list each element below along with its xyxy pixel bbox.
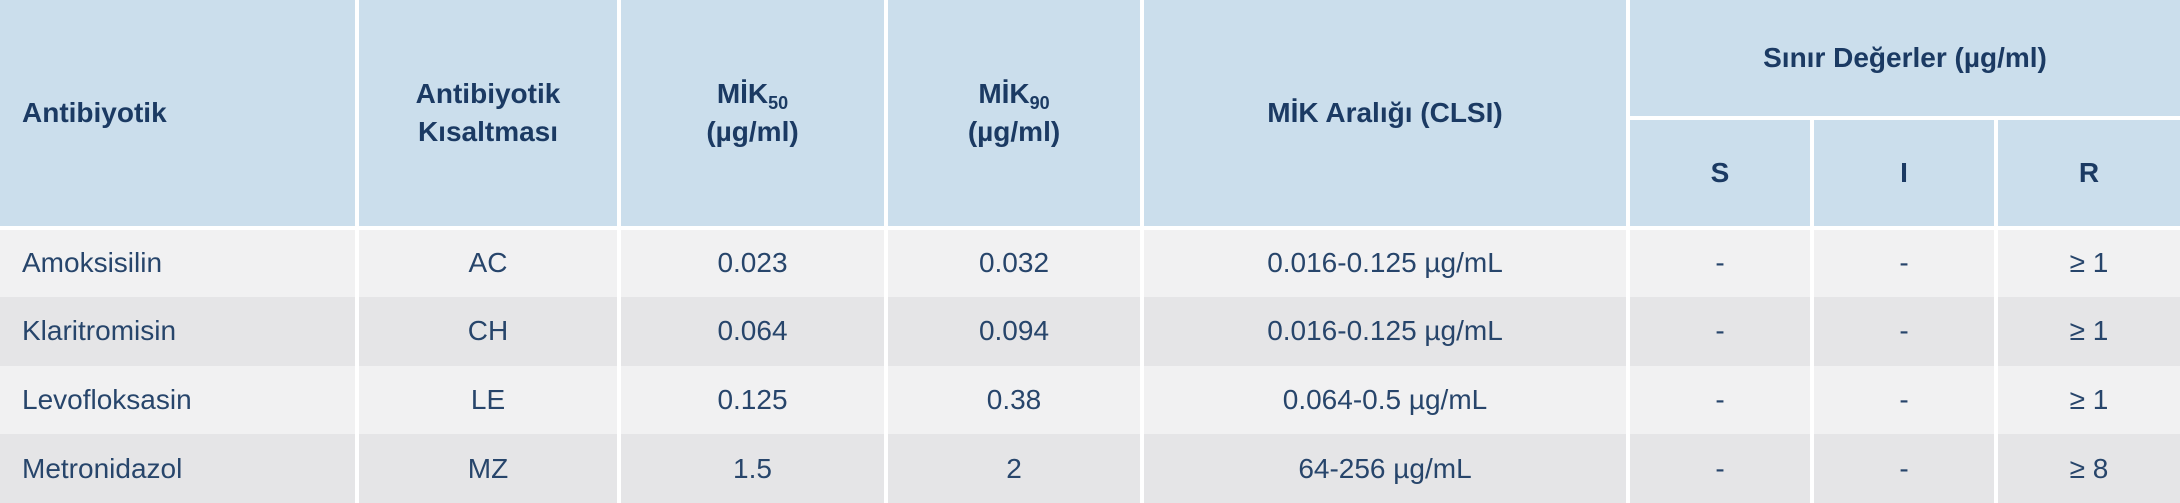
col-header-kisaltma: Antibiyotik Kısaltması — [357, 0, 621, 230]
cell-mik90: 0.38 — [886, 365, 1144, 435]
col-header-sinir-degerler: Sınır Değerler (µg/ml) — [1628, 0, 2180, 120]
col-header-s: S — [1628, 118, 1814, 230]
cell-antibiyotik: Klaritromisin — [0, 296, 359, 366]
cell-i: - — [1812, 434, 1998, 503]
cell-kisaltma: LE — [357, 365, 621, 435]
cell-mik-aralik: 64-256 µg/mL — [1142, 434, 1630, 503]
col-header-i: I — [1812, 118, 1998, 230]
mik50-base: MİK — [716, 78, 769, 110]
cell-r: ≥ 1 — [1996, 228, 2180, 297]
cell-mik-aralik: 0.016-0.125 µg/mL — [1142, 228, 1630, 297]
cell-s: - — [1628, 228, 1814, 297]
cell-mik50: 0.023 — [619, 228, 888, 297]
cell-s: - — [1628, 434, 1814, 503]
cell-mik-aralik: 0.064-0.5 µg/mL — [1142, 365, 1630, 435]
cell-mik90: 0.094 — [886, 296, 1144, 366]
mik50-subscript: 50 — [768, 93, 789, 114]
cell-mik50: 0.125 — [619, 365, 888, 435]
cell-r: ≥ 1 — [1996, 365, 2180, 435]
mik90-base: MİK — [978, 78, 1030, 110]
mik50-unit: (µg/ml) — [706, 116, 799, 147]
cell-antibiyotik: Metronidazol — [0, 434, 359, 503]
col-header-mik50: MİK50 (µg/ml) — [619, 0, 888, 230]
header-row-main: Antibiyotik Antibiyotik Kısaltması MİK50… — [0, 0, 2180, 230]
cell-i: - — [1812, 228, 1998, 297]
col-header-mik90: MİK90 (µg/ml) — [886, 0, 1144, 230]
cell-r: ≥ 1 — [1996, 296, 2180, 366]
cell-mik90: 0.032 — [886, 228, 1144, 297]
cell-s: - — [1628, 296, 1814, 366]
cell-mik90: 2 — [886, 434, 1144, 503]
cell-i: - — [1812, 296, 1998, 366]
cell-antibiyotik: Levofloksasin — [0, 365, 359, 435]
mik90-subscript: 90 — [1029, 93, 1050, 114]
cell-kisaltma: AC — [357, 228, 621, 297]
header-row-sir: S I R — [0, 118, 2180, 230]
mik90-unit: (µg/ml) — [967, 116, 1061, 147]
cell-mik50: 1.5 — [619, 434, 888, 503]
col-header-mik-araligi: MİK Aralığı (CLSI) — [1142, 0, 1630, 230]
table-row-amoksisilin: Amoksisilin AC 0.023 0.032 0.016-0.125 µ… — [0, 228, 2180, 297]
cell-mik-aralik: 0.016-0.125 µg/mL — [1142, 296, 1630, 366]
cell-antibiyotik: Amoksisilin — [0, 228, 359, 297]
cell-i: - — [1812, 365, 1998, 435]
cell-mik50: 0.064 — [619, 296, 888, 366]
table-row-levofloksasin: Levofloksasin LE 0.125 0.38 0.064-0.5 µg… — [0, 365, 2180, 435]
cell-kisaltma: MZ — [357, 434, 621, 503]
cell-s: - — [1628, 365, 1814, 435]
cell-kisaltma: CH — [357, 296, 621, 366]
col-header-antibiyotik: Antibiyotik — [0, 0, 359, 230]
table-row-metronidazol: Metronidazol MZ 1.5 2 64-256 µg/mL - - ≥… — [0, 434, 2180, 503]
cell-r: ≥ 8 — [1996, 434, 2180, 503]
col-header-r: R — [1996, 118, 2180, 230]
table-row-klaritromisin: Klaritromisin CH 0.064 0.094 0.016-0.125… — [0, 296, 2180, 366]
